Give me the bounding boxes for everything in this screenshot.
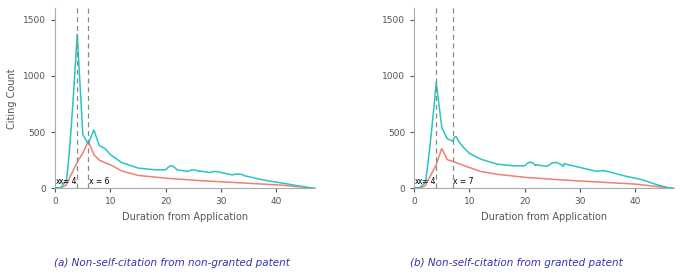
X-axis label: Duration from Application: Duration from Application bbox=[481, 212, 608, 222]
X-axis label: Duration from Application: Duration from Application bbox=[122, 212, 248, 222]
Y-axis label: Citing Count: Citing Count bbox=[8, 68, 17, 129]
Text: x = 6: x = 6 bbox=[89, 177, 109, 186]
Text: (b) Non-self-citation from granted patent: (b) Non-self-citation from granted paten… bbox=[409, 258, 623, 268]
Text: (a) Non-self-citation from non-granted patent: (a) Non-self-citation from non-granted p… bbox=[54, 258, 290, 268]
Text: x: x bbox=[418, 177, 422, 186]
Text: x = 7: x = 7 bbox=[453, 177, 474, 186]
Text: x = 4: x = 4 bbox=[56, 177, 76, 186]
Text: x = 4: x = 4 bbox=[415, 177, 436, 186]
Text: x: x bbox=[58, 177, 63, 186]
